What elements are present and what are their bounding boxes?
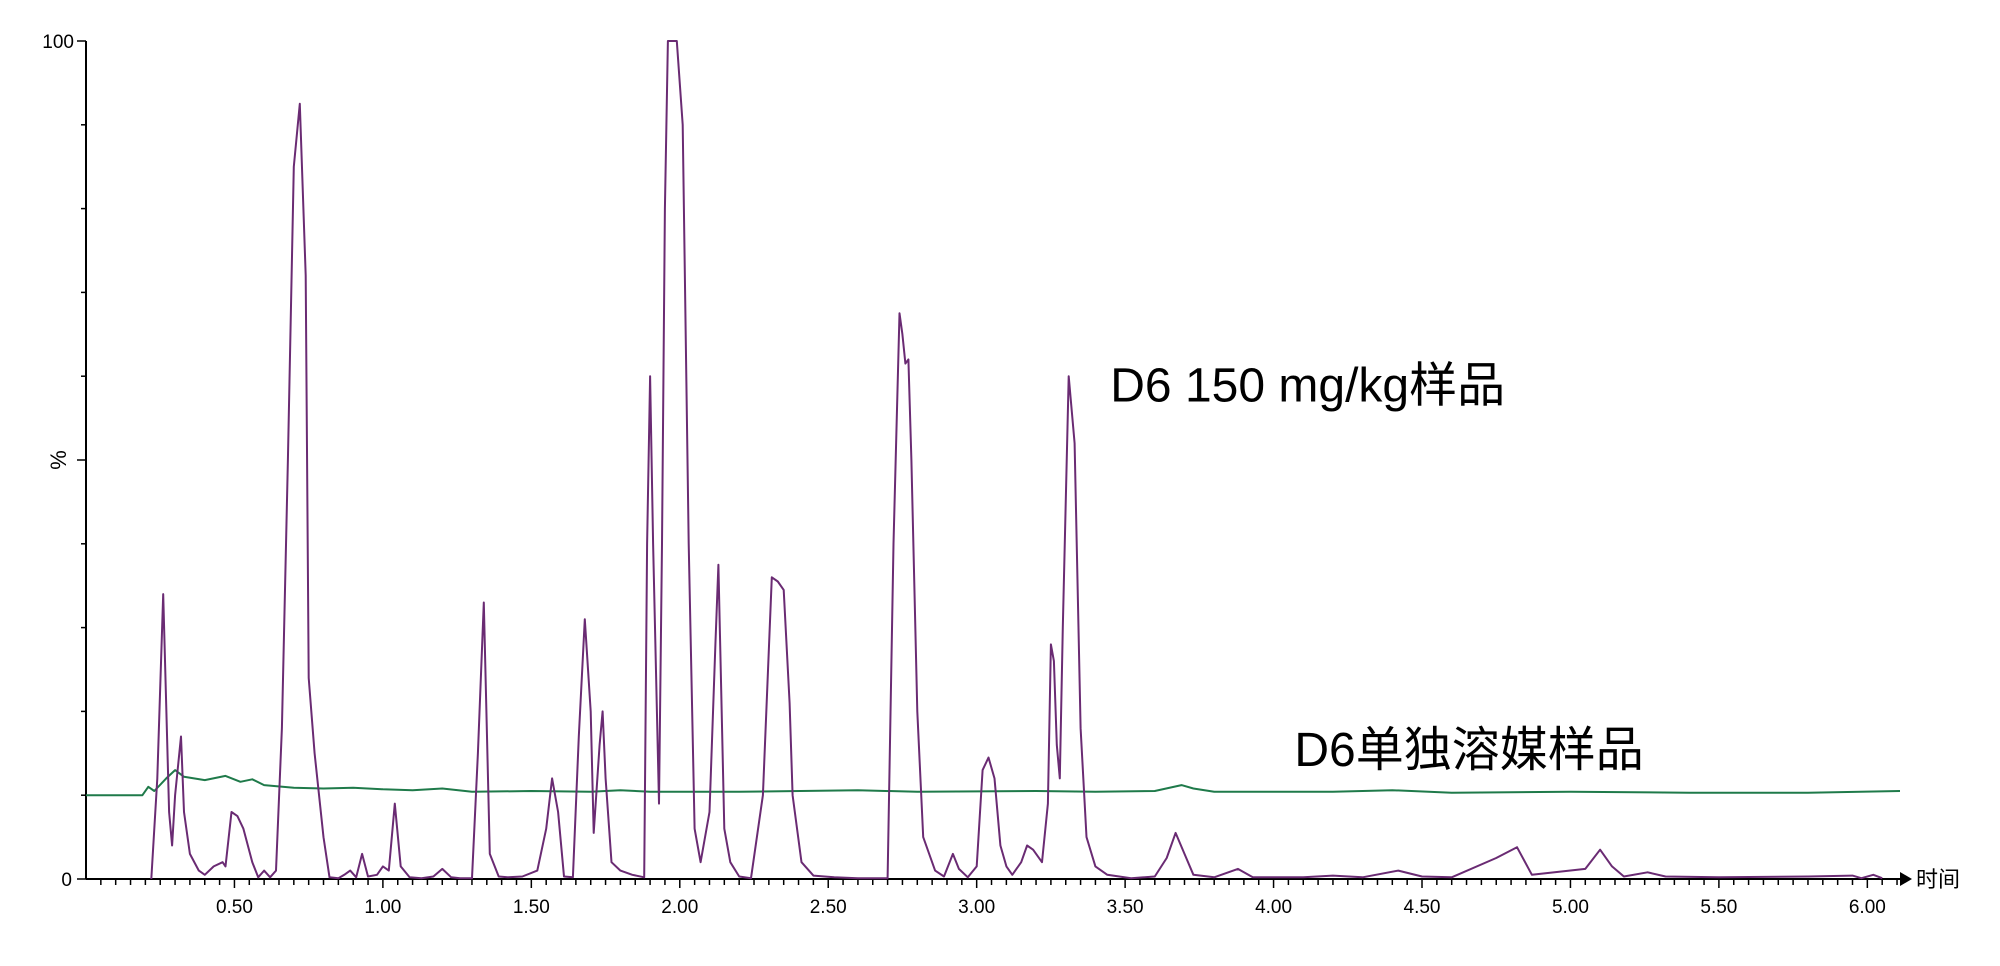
x-tick-label: 4.00 [1255, 897, 1292, 918]
x-tick-label: 1.00 [364, 897, 401, 918]
x-tick-label: 5.50 [1700, 897, 1737, 918]
x-tick-label: 1.50 [513, 897, 550, 918]
x-tick-label: 6.00 [1849, 897, 1886, 918]
series-line-1 [86, 769, 1901, 797]
y-tick-label-100: 100 [42, 32, 74, 53]
annotation-d6-150-sample: D6 150 mg/kg样品 [1110, 359, 1505, 412]
x-tick-label: 3.50 [1107, 897, 1144, 918]
y-ticks [77, 40, 86, 880]
x-tick-label: 4.50 [1404, 897, 1441, 918]
y-tick-label-0: 0 [61, 870, 72, 891]
x-tick-label: 2.50 [810, 897, 847, 918]
series-line-0 [150, 40, 1883, 880]
x-axis-arrow [1900, 872, 1912, 886]
x-tick-label: 0.50 [216, 897, 253, 918]
y-axis-title: % [46, 450, 71, 470]
x-tick-labels: 0.50 1.00 1.50 2.00 2.50 3.00 3.50 4.00 4.50 5.00… [216, 897, 1886, 918]
axes-layer [77, 40, 1912, 888]
x-tick-label: 2.00 [661, 897, 698, 918]
x-tick-label: 5.00 [1552, 897, 1589, 918]
series-layer [86, 40, 1901, 880]
annotation-d6-solvent-sample: D6单独溶媒样品 [1294, 724, 1643, 777]
x-tick-label: 3.00 [958, 897, 995, 918]
x-ticks [100, 879, 1898, 888]
x-axis-title: 时间 [1916, 867, 1960, 892]
